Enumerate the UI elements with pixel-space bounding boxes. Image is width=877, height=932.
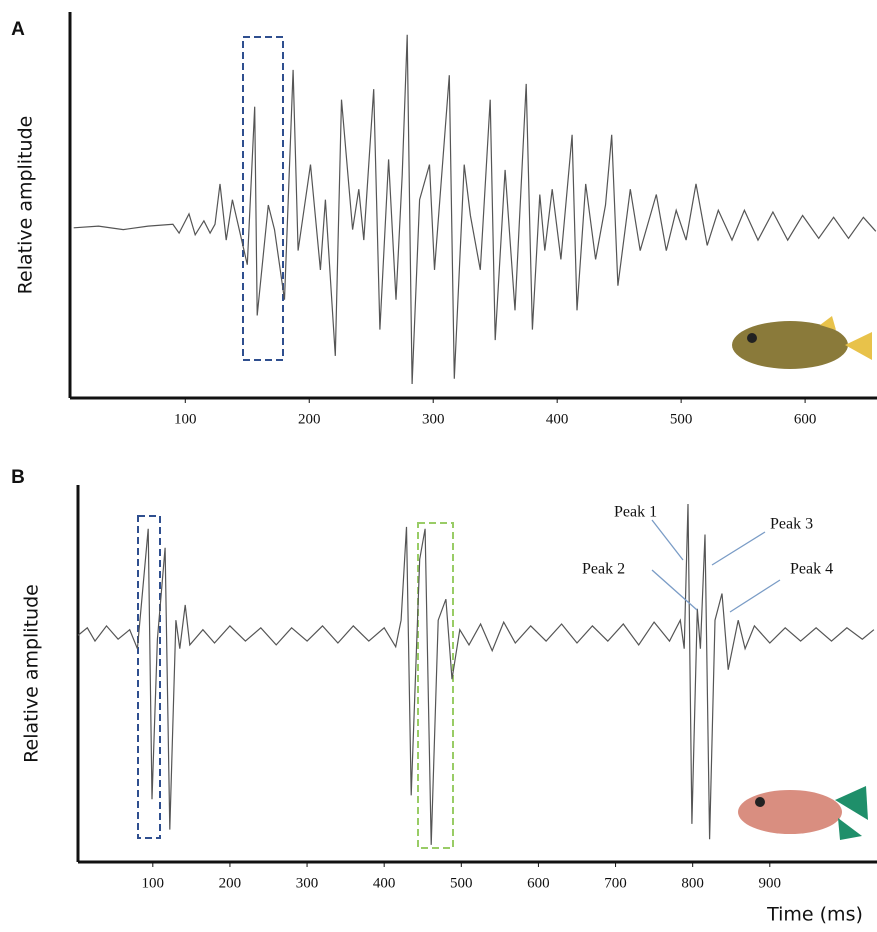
fish-icon <box>732 316 872 369</box>
x-tick-label: 600 <box>794 411 817 427</box>
x-tick-label: 800 <box>681 875 704 891</box>
x-tick-label: 100 <box>142 875 165 891</box>
x-tick-label: 500 <box>670 411 693 427</box>
x-tick-label: 400 <box>373 875 396 891</box>
leader-line <box>651 569 698 611</box>
x-tick-label: 300 <box>422 411 445 427</box>
x-tick-label: 200 <box>219 875 242 891</box>
leader-line <box>729 579 781 613</box>
x-tick-label: 300 <box>296 875 319 891</box>
peak-label: Peak 1 <box>614 504 657 521</box>
peak-label: Peak 3 <box>770 516 813 533</box>
leader-line <box>651 519 684 561</box>
x-tick-label: 100 <box>174 411 197 427</box>
y-axis-label: Relative amplitude <box>15 116 37 295</box>
fish-icon <box>738 786 868 840</box>
x-tick-label: 200 <box>298 411 321 427</box>
peak-label: Peak 2 <box>582 561 625 578</box>
leader-line <box>711 531 766 566</box>
x-tick-label: 400 <box>546 411 569 427</box>
peak-label: Peak 4 <box>790 561 833 578</box>
x-tick-label: 600 <box>527 875 550 891</box>
highlight-box <box>417 522 454 849</box>
highlight-box <box>242 36 284 361</box>
highlight-box <box>137 515 161 839</box>
x-tick-label: 500 <box>450 875 473 891</box>
x-tick-label: 700 <box>604 875 627 891</box>
x-tick-label: 900 <box>759 875 782 891</box>
panel-label: B <box>11 467 25 488</box>
waveform <box>73 34 877 385</box>
y-axis-label: Relative amplitude <box>21 584 43 763</box>
x-axis-label: Time (ms) <box>766 904 863 926</box>
panel-label: A <box>11 19 25 40</box>
waveform <box>77 503 875 845</box>
